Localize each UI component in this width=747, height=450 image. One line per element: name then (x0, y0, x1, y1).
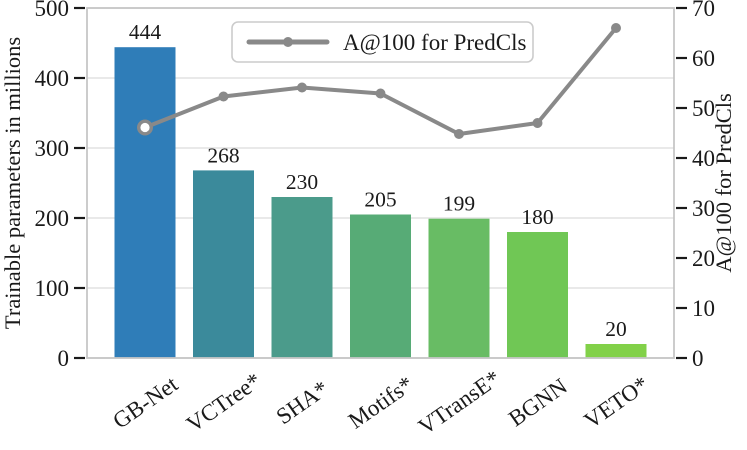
left-tick-label: 100 (35, 276, 70, 301)
line-marker-open (136, 119, 153, 136)
left-tick-label: 400 (35, 66, 70, 91)
line-marker (218, 91, 229, 102)
right-axis-ticks: 0 10 20 30 40 50 60 70 (676, 0, 715, 371)
bar-vctree (193, 170, 254, 358)
right-tick-label: 10 (692, 296, 715, 321)
right-tick-label: 40 (692, 146, 715, 171)
left-axis-label: Trainable parameters in millions (0, 37, 25, 329)
right-tick-label: 30 (692, 196, 715, 221)
bar-value-label: 199 (443, 192, 475, 216)
right-tick-label: 70 (692, 0, 715, 21)
left-tick-label: 500 (35, 0, 70, 21)
line-marker (532, 118, 543, 128)
bar-motifs (350, 214, 411, 358)
left-tick-label: 300 (35, 136, 70, 161)
right-axis-label: A@100 for PredCls (711, 93, 736, 272)
bar-vtranse (428, 218, 490, 358)
bar-value-label: 20 (605, 317, 627, 341)
right-tick-label: 60 (692, 46, 715, 71)
bar-value-label: 444 (129, 20, 162, 44)
bar-bgnn (507, 232, 568, 358)
line-marker (297, 82, 307, 93)
line-marker (454, 129, 464, 139)
bar-veto (585, 344, 647, 358)
right-tick-label: 50 (692, 96, 715, 121)
plot-spines (86, 7, 675, 359)
right-tick-label: 0 (692, 346, 704, 371)
legend: A@100 for PredCls (231, 21, 534, 63)
left-tick-label: 0 (58, 346, 70, 371)
trend-line-group (136, 23, 621, 139)
bars (114, 47, 647, 358)
bar-gb-net (114, 47, 176, 358)
left-axis-ticks: 0 100 200 300 400 500 (35, 0, 85, 371)
line-marker (375, 88, 386, 99)
legend-box (231, 21, 534, 63)
bar-value-label: 205 (364, 188, 396, 212)
line-marker (611, 23, 621, 33)
right-tick-label: 20 (692, 246, 715, 271)
bar-value-label: 268 (207, 143, 239, 167)
legend-label: A@100 for PredCls (343, 30, 526, 55)
bar-value-label: 180 (521, 205, 553, 229)
bar-value-label: 230 (286, 170, 318, 194)
bar-sha (271, 197, 333, 358)
bar-value-labels: 444 268 230 205 199 180 20 (129, 20, 627, 341)
left-tick-label: 200 (35, 206, 70, 231)
legend-marker-icon (283, 37, 293, 47)
